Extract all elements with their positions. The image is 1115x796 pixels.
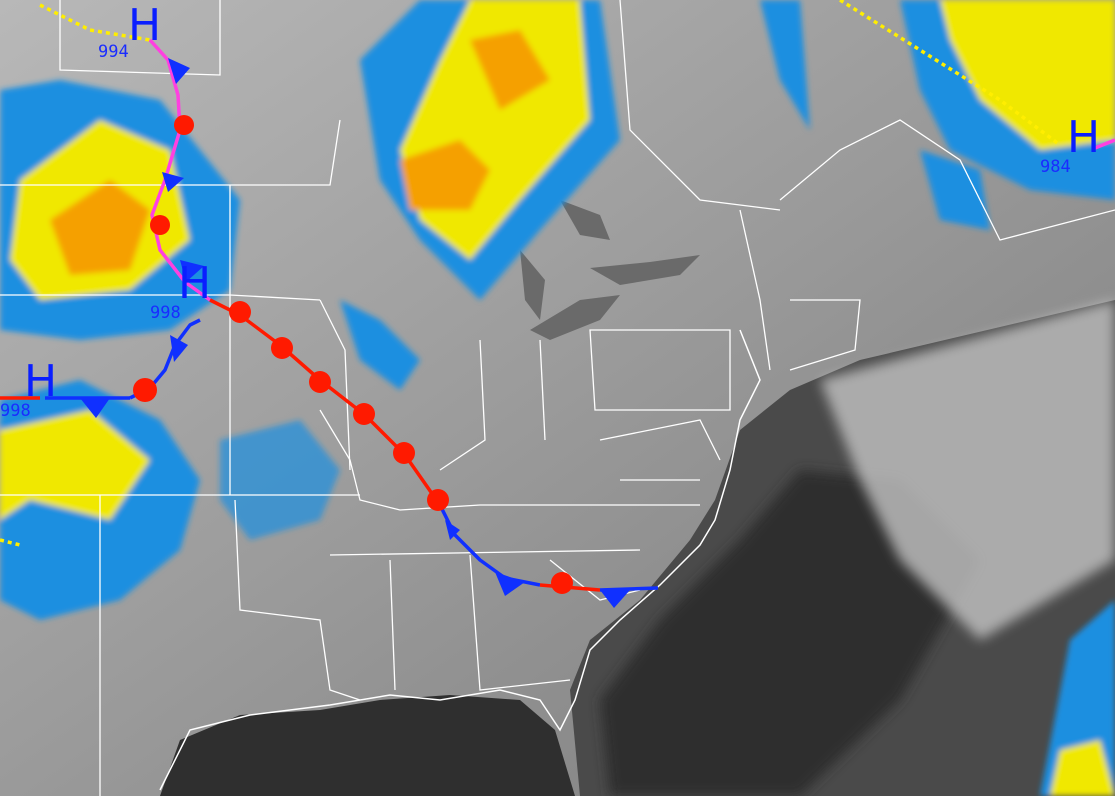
pressure-value: 998 [150,303,181,323]
trough-line [839,0,1062,147]
pressure-center-2: H 998 [150,258,211,323]
pressure-value: 998 [0,401,31,421]
trough-line [39,3,151,42]
cold-front-triangles [80,58,630,608]
warm-front-bumps [133,115,573,594]
front-symbols [80,58,630,608]
pressure-symbol: H [178,258,211,309]
pressure-value: 984 [1040,157,1071,177]
pressure-center-1: H 994 [98,0,161,62]
atlantic-cloud-field [820,300,1115,640]
pressure-symbol: H [128,0,161,51]
cold-front [599,586,659,592]
gulf-of-mexico [160,695,575,796]
great-lakes [520,200,700,340]
pressure-value: 994 [98,42,129,62]
pressure-symbol: H [1067,112,1100,163]
occluded-front [1094,138,1115,150]
atlantic-dark-band [600,470,980,796]
coastline [159,329,761,791]
pressure-center-3: H 998 [0,356,57,421]
pressure-center-4: H 984 [1040,112,1100,177]
trough-line [0,538,21,547]
pressure-symbol: H [24,356,57,407]
